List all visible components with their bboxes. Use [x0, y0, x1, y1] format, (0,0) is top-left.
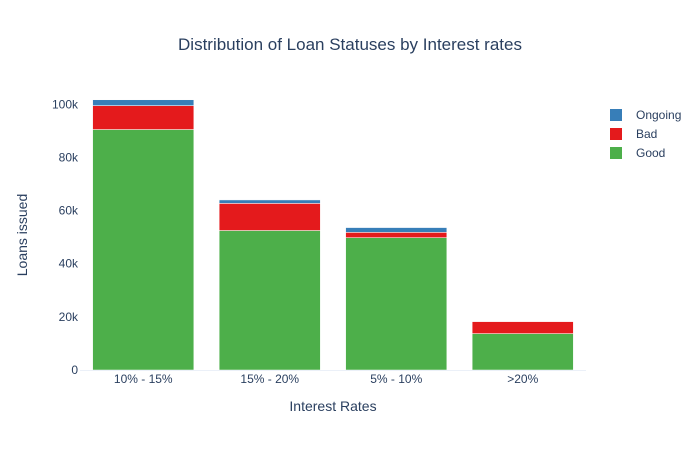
legend-item-good[interactable]: Good	[610, 146, 665, 160]
bar-good-0[interactable]	[92, 129, 195, 371]
chart-title: Distribution of Loan Statuses by Interes…	[178, 35, 522, 54]
y-tick-label: 40k	[59, 257, 79, 271]
legend-item-ongoing[interactable]: Ongoing	[610, 108, 681, 122]
bar-bad-2[interactable]	[345, 232, 448, 238]
bar-bad-3[interactable]	[471, 321, 574, 334]
bar-ongoing-2[interactable]	[345, 227, 448, 233]
x-tick-label: 15% - 20%	[240, 372, 299, 386]
bar-bad-1[interactable]	[218, 203, 321, 231]
bar-good-1[interactable]	[218, 230, 321, 371]
x-tick-label: >20%	[507, 372, 538, 386]
y-tick-label: 0	[71, 363, 78, 377]
bar-bad-0[interactable]	[92, 105, 195, 130]
y-tick-label: 80k	[59, 150, 79, 164]
y-axis-title: Loans issued	[14, 194, 30, 277]
x-tick-label: 5% - 10%	[370, 372, 422, 386]
x-axis-title: Interest Rates	[289, 398, 376, 414]
plot-area	[92, 99, 574, 371]
y-axis-ticks: 0 20k 40k 60k 80k 100k	[52, 97, 79, 377]
bar-ongoing-0[interactable]	[92, 99, 195, 106]
bar-good-3[interactable]	[471, 333, 574, 371]
legend: Ongoing Bad Good	[610, 108, 681, 160]
legend-swatch-bad	[610, 128, 622, 140]
y-tick-label: 100k	[52, 97, 79, 111]
x-axis-ticks: 10% - 15% 15% - 20% 5% - 10% >20%	[114, 372, 539, 386]
legend-swatch-ongoing	[610, 109, 622, 121]
y-tick-label: 60k	[59, 204, 79, 218]
y-tick-label: 20k	[59, 310, 79, 324]
x-tick-label: 10% - 15%	[114, 372, 173, 386]
bar-ongoing-1[interactable]	[218, 199, 321, 204]
legend-label-ongoing: Ongoing	[636, 108, 681, 122]
bar-good-2[interactable]	[345, 237, 448, 371]
legend-label-good: Good	[636, 146, 665, 160]
legend-label-bad: Bad	[636, 127, 657, 141]
legend-swatch-good	[610, 147, 622, 159]
legend-item-bad[interactable]: Bad	[610, 127, 657, 141]
